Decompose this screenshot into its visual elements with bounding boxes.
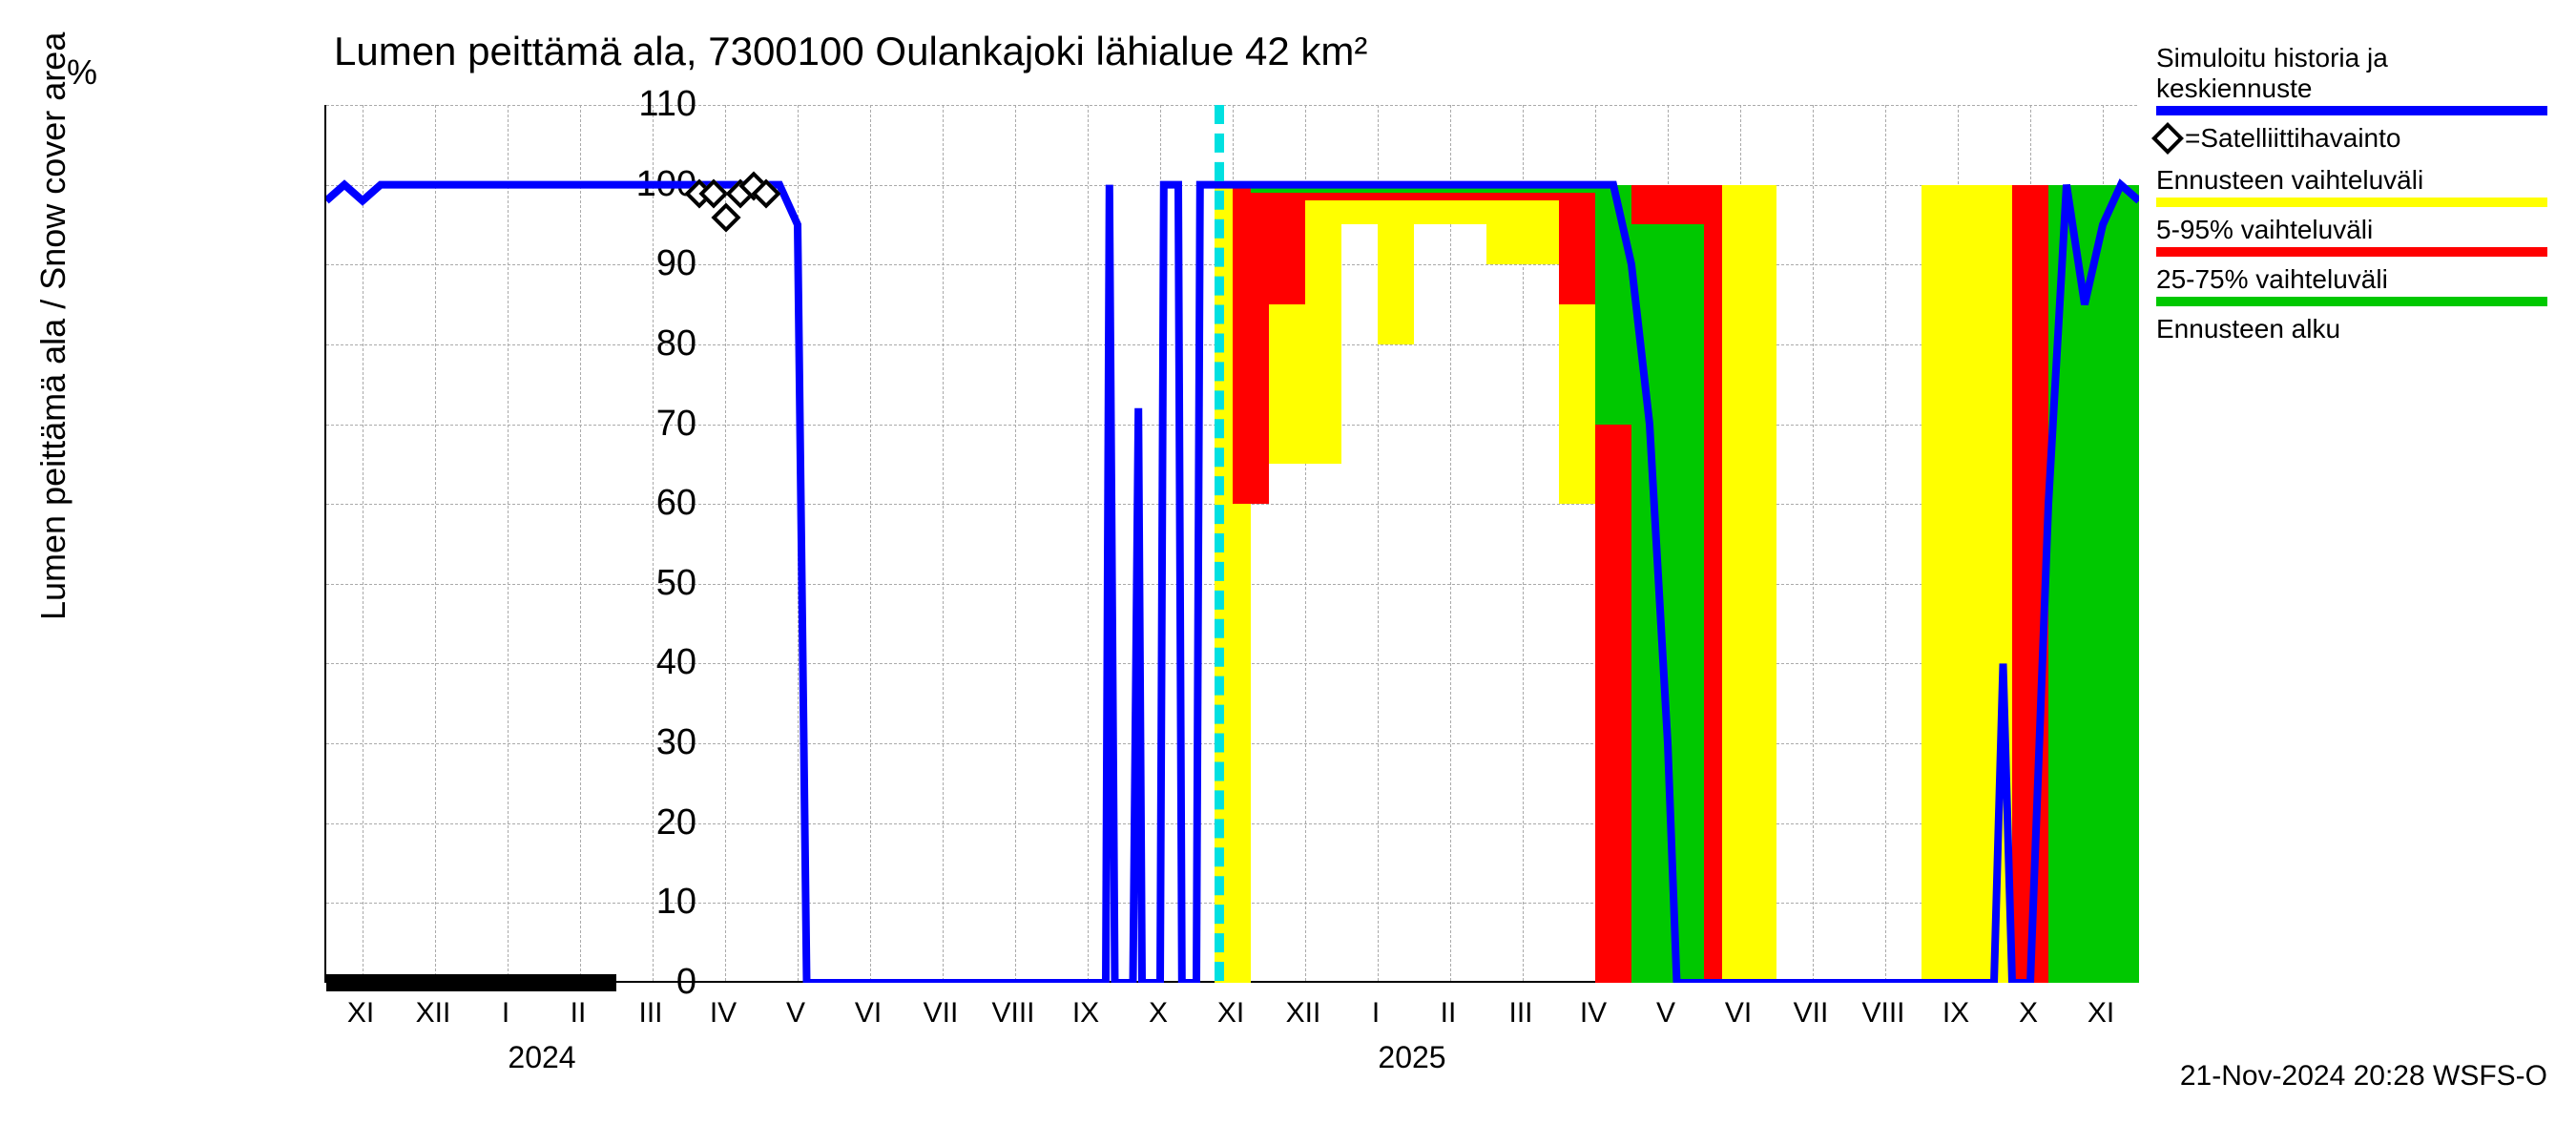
xtick-label: III — [638, 997, 662, 1030]
timestamp: 21-Nov-2024 20:28 WSFS-O — [2180, 1060, 2547, 1093]
forecast-start-line — [1215, 105, 1224, 981]
xtick-label: XII — [1286, 997, 1321, 1030]
xtick-label: I — [1372, 997, 1380, 1030]
xtick-label: III — [1508, 997, 1532, 1030]
satellite-dense-bar — [326, 974, 616, 991]
legend-label: =Satelliittihavainto — [2185, 123, 2400, 154]
chart-container: Lumen peittämä ala, 7300100 Oulankajoki … — [0, 0, 2576, 1145]
plot-area — [324, 105, 2137, 983]
xtick-label: XI — [347, 997, 374, 1030]
legend-swatch — [2156, 247, 2547, 257]
xtick-label: VI — [855, 997, 882, 1030]
year-label: 2025 — [1378, 1040, 1445, 1075]
y-axis-label: Lumen peittämä ala / Snow cover area — [33, 32, 73, 620]
xtick-label: I — [502, 997, 509, 1030]
xtick-label: IX — [1072, 997, 1099, 1030]
year-label: 2024 — [508, 1040, 575, 1075]
chart-title: Lumen peittämä ala, 7300100 Oulankajoki … — [334, 29, 1367, 74]
simulated-line-svg — [326, 105, 2139, 983]
xtick-label: II — [571, 997, 587, 1030]
diamond-icon — [2151, 122, 2184, 155]
legend-item-range_full: Ennusteen vaihteluväli — [2156, 165, 2547, 207]
xtick-label: IV — [1580, 997, 1607, 1030]
legend-item-simulated: Simuloitu historia ja keskiennuste — [2156, 43, 2547, 115]
legend-item-forecast_start: Ennusteen alku — [2156, 314, 2547, 344]
xtick-label: XI — [1217, 997, 1244, 1030]
legend-label: Ennusteen vaihteluväli — [2156, 165, 2547, 196]
legend-swatch — [2156, 198, 2547, 207]
xtick-label: XI — [2088, 997, 2114, 1030]
xtick-label: II — [1441, 997, 1457, 1030]
xtick-label: XII — [416, 997, 451, 1030]
xtick-label: IV — [710, 997, 737, 1030]
legend-item-range_5_95: 5-95% vaihteluväli — [2156, 215, 2547, 257]
xtick-label: VIII — [1861, 997, 1904, 1030]
legend-label: Ennusteen alku — [2156, 314, 2547, 344]
xtick-label: VII — [924, 997, 959, 1030]
xtick-label: X — [2019, 997, 2038, 1030]
y-axis-unit: % — [67, 52, 97, 93]
xtick-label: IX — [1942, 997, 1969, 1030]
xtick-label: VI — [1725, 997, 1752, 1030]
legend-label: 5-95% vaihteluväli — [2156, 215, 2547, 245]
xtick-label: V — [1656, 997, 1675, 1030]
legend-label: Simuloitu historia ja keskiennuste — [2156, 43, 2547, 104]
legend-item-satellite: =Satelliittihavainto — [2156, 123, 2547, 154]
legend-swatch — [2156, 106, 2547, 115]
legend-label: 25-75% vaihteluväli — [2156, 264, 2547, 295]
xtick-label: VIII — [991, 997, 1034, 1030]
xtick-label: V — [786, 997, 805, 1030]
legend-swatch — [2156, 297, 2547, 306]
xtick-label: VII — [1794, 997, 1829, 1030]
xtick-label: X — [1149, 997, 1168, 1030]
legend-item-range_25_75: 25-75% vaihteluväli — [2156, 264, 2547, 306]
legend: Simuloitu historia ja keskiennuste =Satel… — [2156, 43, 2547, 352]
